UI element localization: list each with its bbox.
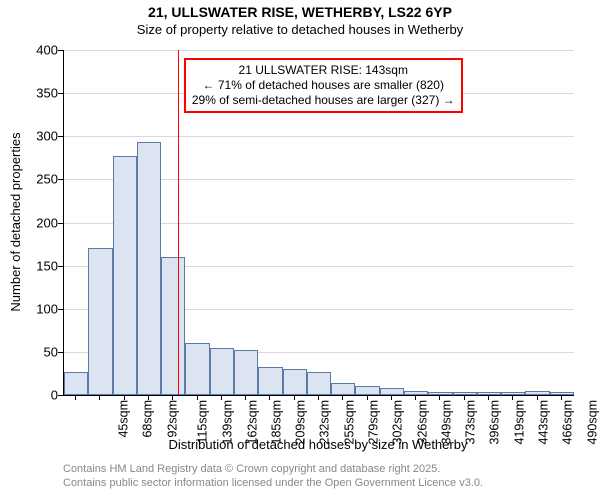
x-tick-mark: [294, 395, 295, 400]
histogram-bar: [428, 392, 452, 395]
x-tick-mark: [75, 395, 76, 400]
y-tick-mark: [58, 136, 63, 137]
x-tick-label: 139sqm: [221, 400, 235, 444]
x-tick-mark: [391, 395, 392, 400]
histogram-bar: [404, 391, 428, 395]
x-tick-mark: [561, 395, 562, 400]
histogram-bar: [307, 372, 331, 395]
x-tick-label: 490sqm: [585, 400, 599, 444]
chart-title-main: 21, ULLSWATER RISE, WETHERBY, LS22 6YP: [0, 4, 600, 20]
annotation-line-3: 29% of semi-detached houses are larger (…: [192, 93, 455, 108]
histogram-bar: [64, 372, 88, 395]
x-tick-label: 255sqm: [342, 400, 356, 444]
histogram-bar: [283, 369, 307, 395]
footer-line-2: Contains public sector information licen…: [63, 477, 483, 489]
annotation-line-1: 21 ULLSWATER RISE: 143sqm: [192, 63, 455, 78]
histogram-bar: [210, 348, 234, 395]
histogram-bar: [501, 392, 525, 395]
x-tick-label: 162sqm: [245, 400, 259, 444]
x-tick-mark: [415, 395, 416, 400]
x-tick-mark: [464, 395, 465, 400]
x-tick-label: 68sqm: [141, 400, 155, 438]
x-tick-label: 209sqm: [294, 400, 308, 444]
y-tick-mark: [58, 266, 63, 267]
x-tick-mark: [99, 395, 100, 400]
grid-line: [64, 50, 574, 51]
grid-line: [64, 136, 574, 137]
histogram-bar: [161, 257, 185, 395]
histogram-bar: [88, 248, 112, 395]
x-tick-mark: [221, 395, 222, 400]
x-tick-mark: [488, 395, 489, 400]
y-tick-label: 150: [18, 258, 58, 273]
x-tick-mark: [342, 395, 343, 400]
histogram-bar: [550, 392, 574, 395]
histogram-bar: [380, 388, 404, 395]
y-tick-label: 250: [18, 172, 58, 187]
y-tick-label: 400: [18, 43, 58, 58]
x-tick-mark: [124, 395, 125, 400]
y-tick-label: 200: [18, 215, 58, 230]
annotation-line-2: ← 71% of detached houses are smaller (82…: [192, 78, 455, 93]
y-tick-mark: [58, 395, 63, 396]
y-tick-mark: [58, 309, 63, 310]
x-tick-mark: [318, 395, 319, 400]
x-tick-mark: [512, 395, 513, 400]
x-tick-label: 396sqm: [488, 400, 502, 444]
y-tick-label: 100: [18, 301, 58, 316]
y-tick-mark: [58, 50, 63, 51]
x-tick-mark: [197, 395, 198, 400]
x-tick-label: 373sqm: [464, 400, 478, 444]
y-tick-mark: [58, 93, 63, 94]
x-tick-label: 443sqm: [536, 400, 550, 444]
y-tick-label: 350: [18, 86, 58, 101]
x-tick-label: 115sqm: [196, 400, 210, 444]
x-tick-mark: [245, 395, 246, 400]
annotation-box: 21 ULLSWATER RISE: 143sqm← 71% of detach…: [184, 58, 463, 113]
histogram-bar: [137, 142, 161, 395]
x-tick-label: 92sqm: [165, 400, 179, 438]
chart-title-sub: Size of property relative to detached ho…: [0, 22, 600, 37]
y-tick-mark: [58, 352, 63, 353]
histogram-bar: [525, 391, 549, 395]
y-tick-mark: [58, 223, 63, 224]
x-tick-label: 45sqm: [117, 400, 131, 438]
x-tick-mark: [367, 395, 368, 400]
x-tick-label: 419sqm: [512, 400, 526, 444]
x-tick-label: 279sqm: [366, 400, 380, 444]
histogram-bar: [234, 350, 258, 395]
x-tick-label: 349sqm: [439, 400, 453, 444]
y-tick-label: 300: [18, 129, 58, 144]
x-tick-label: 302sqm: [391, 400, 405, 444]
histogram-bar: [113, 156, 137, 395]
histogram-bar: [258, 367, 282, 395]
x-tick-label: 326sqm: [415, 400, 429, 444]
x-tick-mark: [439, 395, 440, 400]
x-tick-mark: [148, 395, 149, 400]
histogram-bar: [355, 386, 379, 395]
x-tick-mark: [269, 395, 270, 400]
footer-line-1: Contains HM Land Registry data © Crown c…: [63, 463, 440, 475]
y-tick-label: 50: [18, 344, 58, 359]
x-tick-mark: [537, 395, 538, 400]
y-tick-mark: [58, 179, 63, 180]
x-tick-mark: [172, 395, 173, 400]
x-tick-label: 466sqm: [561, 400, 575, 444]
plot-area: 21 ULLSWATER RISE: 143sqm← 71% of detach…: [63, 50, 574, 396]
y-tick-label: 0: [18, 388, 58, 403]
histogram-bar: [185, 343, 209, 395]
x-tick-label: 185sqm: [269, 400, 283, 444]
histogram-bar: [331, 383, 355, 395]
x-tick-label: 232sqm: [318, 400, 332, 444]
property-marker-line: [178, 50, 179, 395]
histogram-bar: [453, 392, 477, 395]
